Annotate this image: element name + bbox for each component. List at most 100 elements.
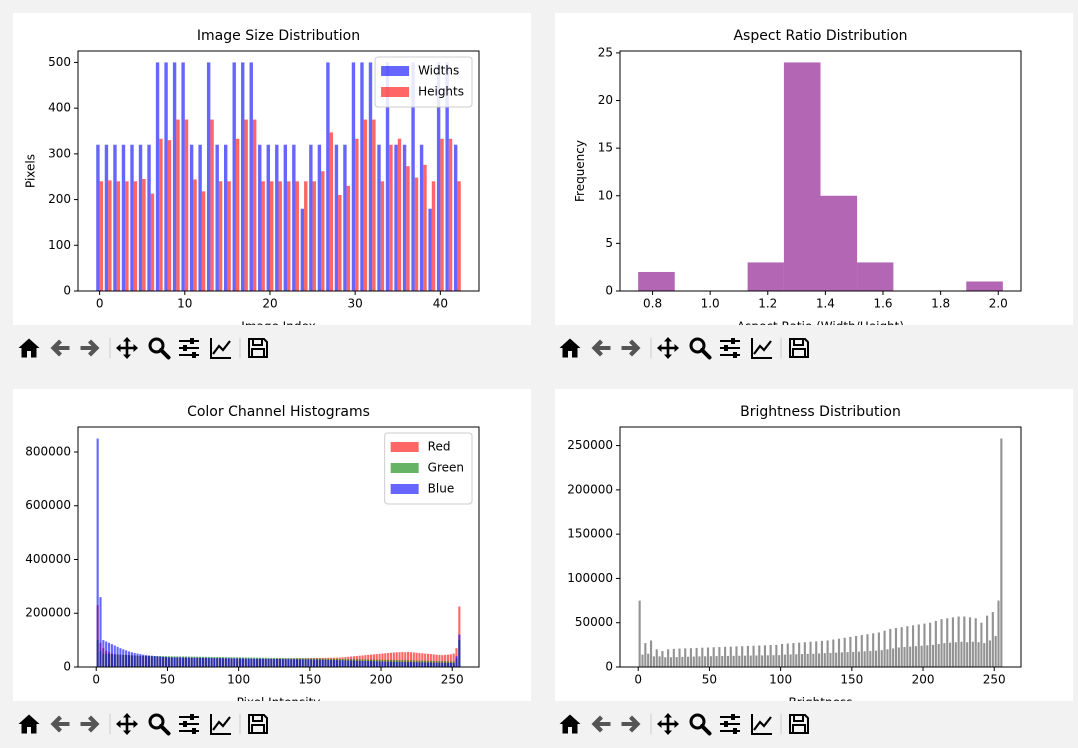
configure-button[interactable] xyxy=(178,713,200,735)
save-button[interactable] xyxy=(248,714,268,734)
back-button[interactable] xyxy=(50,715,70,733)
histogram-bar xyxy=(721,656,724,667)
histogram-bar xyxy=(426,662,430,667)
histogram-bar xyxy=(675,657,678,667)
bar xyxy=(96,144,100,291)
zoom-button[interactable] xyxy=(689,337,712,360)
save-button[interactable] xyxy=(789,714,809,734)
bar xyxy=(249,62,253,291)
histogram-bar xyxy=(994,636,997,667)
x-tick-label: 1.6 xyxy=(873,297,892,311)
x-tick-label: 100 xyxy=(769,673,792,687)
home-button[interactable] xyxy=(18,338,40,358)
histogram-bar xyxy=(886,649,889,667)
histogram-bar xyxy=(293,659,296,667)
chart-title: Image Size Distribution xyxy=(197,28,360,44)
forward-button[interactable] xyxy=(621,339,641,357)
histogram-bar xyxy=(963,616,966,667)
histogram-bar xyxy=(216,658,219,667)
histogram-bar xyxy=(404,652,407,667)
histogram-bar xyxy=(746,645,749,667)
x-tick-label: 50 xyxy=(702,673,717,687)
pan-button[interactable] xyxy=(116,713,138,735)
bar xyxy=(457,181,461,291)
forward-button[interactable] xyxy=(80,715,100,733)
x-tick-label: 2.0 xyxy=(989,297,1008,311)
histogram-bar xyxy=(689,648,692,667)
bar xyxy=(402,144,407,291)
histogram-bar xyxy=(812,653,815,667)
edit-axes-button[interactable] xyxy=(750,336,774,360)
save-button[interactable] xyxy=(248,338,268,358)
bar xyxy=(360,62,364,291)
configure-button[interactable] xyxy=(719,337,741,359)
forward-button[interactable] xyxy=(621,715,641,733)
bar xyxy=(351,62,356,291)
back-button[interactable] xyxy=(50,339,70,357)
histogram-bar xyxy=(412,662,415,667)
histogram-bar xyxy=(176,657,179,667)
histogram-bar xyxy=(761,655,764,667)
bar xyxy=(147,144,151,291)
configure-button[interactable] xyxy=(178,337,200,359)
x-tick-label: 0.8 xyxy=(643,297,662,311)
bar xyxy=(261,181,265,291)
zoom-button[interactable] xyxy=(148,337,171,360)
configure-button[interactable] xyxy=(719,713,741,735)
histogram-bar xyxy=(949,642,952,667)
histogram-bar xyxy=(313,659,316,667)
histogram-bar xyxy=(278,659,281,667)
histogram-bar xyxy=(159,656,162,667)
histogram-bar xyxy=(747,262,784,291)
histogram-bar xyxy=(991,612,994,667)
home-button[interactable] xyxy=(559,714,581,734)
histogram-bar xyxy=(241,658,244,667)
histogram-bar xyxy=(381,661,384,667)
histogram-bar xyxy=(290,659,293,667)
histogram-bar xyxy=(398,652,401,667)
bar xyxy=(206,62,211,291)
histogram-bar xyxy=(937,643,940,667)
bar xyxy=(419,144,424,291)
bar xyxy=(99,181,104,291)
y-tick-label: 0 xyxy=(63,284,71,298)
y-tick-label: 500 xyxy=(48,55,71,69)
bar xyxy=(317,144,322,291)
histogram-bar xyxy=(136,653,139,667)
histogram-bar xyxy=(458,634,461,667)
histogram-bar xyxy=(401,662,404,667)
histogram-bar xyxy=(678,648,681,667)
bar xyxy=(380,181,385,291)
pan-button[interactable] xyxy=(657,713,679,735)
histogram-bar xyxy=(780,643,784,667)
histogram-bar xyxy=(347,660,350,667)
histogram-bar xyxy=(806,653,809,667)
zoom-button[interactable] xyxy=(689,713,712,736)
save-button[interactable] xyxy=(789,338,809,358)
pan-button[interactable] xyxy=(116,337,138,359)
zoom-button[interactable] xyxy=(148,713,171,736)
y-axis-label: Pixels xyxy=(24,154,38,188)
bar xyxy=(155,62,160,291)
edit-axes-button[interactable] xyxy=(209,336,233,360)
histogram-bar xyxy=(238,658,242,667)
histogram-bar xyxy=(775,644,778,667)
histogram-bar xyxy=(846,652,849,667)
legend-label: Green xyxy=(428,461,464,475)
edit-axes-button[interactable] xyxy=(750,712,774,736)
bar xyxy=(244,119,248,291)
bar xyxy=(423,164,427,291)
edit-axes-button[interactable] xyxy=(209,712,233,736)
back-button[interactable] xyxy=(591,339,611,357)
histogram-bar xyxy=(647,653,650,667)
home-button[interactable] xyxy=(559,338,581,358)
histogram-bar xyxy=(418,653,421,667)
back-button[interactable] xyxy=(591,715,611,733)
histogram-bar xyxy=(236,658,239,667)
forward-button[interactable] xyxy=(80,339,100,357)
legend-swatch xyxy=(390,442,419,452)
histogram-bar xyxy=(712,647,715,667)
home-button[interactable] xyxy=(18,714,40,734)
pan-button[interactable] xyxy=(657,337,679,359)
